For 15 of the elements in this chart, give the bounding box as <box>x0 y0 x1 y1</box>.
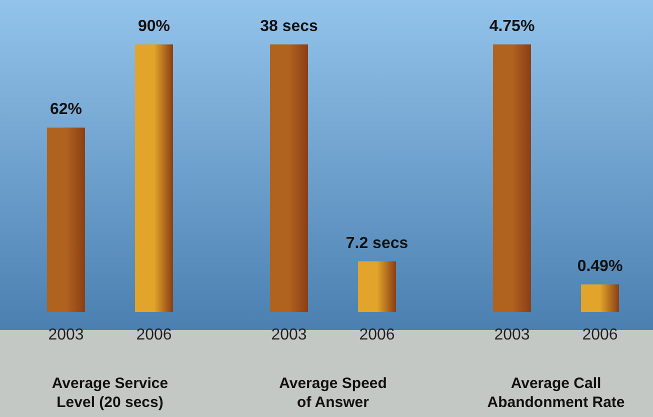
data-label: 0.49% <box>578 258 624 275</box>
x-tick-label: 2003 <box>270 326 307 344</box>
data-label: 90% <box>138 18 170 35</box>
data-label: 4.75% <box>490 18 536 35</box>
x-tick-label: 2006 <box>358 326 395 344</box>
data-label: 7.2 secs <box>346 234 408 252</box>
x-tick-label: 2003 <box>494 326 530 344</box>
x-axis-title: Average Speed of Answer <box>278 375 387 411</box>
x-axis-title: Average Service Level (20 secs) <box>52 375 168 411</box>
data-label: 62% <box>50 101 82 118</box>
x-tick-label: 2003 <box>48 326 84 344</box>
x-tick-label: 2006 <box>582 326 618 344</box>
x-axis-title: Average Call Abandonment Rate <box>488 375 626 411</box>
data-label: 38 secs <box>260 18 318 35</box>
x-tick-label: 2006 <box>136 326 172 344</box>
